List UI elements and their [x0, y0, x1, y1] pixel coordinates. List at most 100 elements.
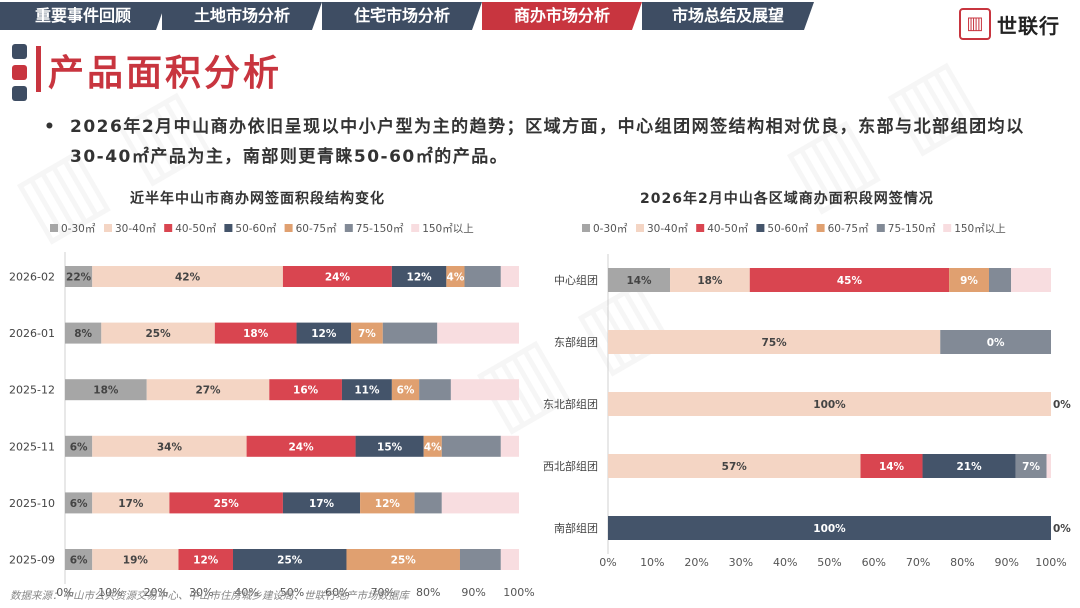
- bar-segment: [355, 435, 424, 457]
- bar-segment: [269, 379, 342, 401]
- x-tick-label: 30%: [189, 586, 213, 599]
- category-label: 中心组团: [554, 273, 598, 287]
- legend-label: 150㎡以上: [954, 223, 1006, 235]
- bar-segment: [282, 492, 361, 514]
- legend-swatch: [696, 224, 705, 232]
- data-label: 57%: [722, 461, 748, 473]
- bar-segment: [232, 549, 347, 570]
- data-label: 25%: [391, 555, 417, 567]
- legend-label: 150㎡以上: [422, 223, 474, 235]
- bar-segment: [922, 454, 1016, 478]
- legend-label: 0-30㎡: [593, 223, 628, 235]
- legend-swatch: [756, 224, 765, 232]
- data-label: 6%: [70, 498, 88, 510]
- legend-label: 60-75㎡: [296, 223, 338, 235]
- bar-segment: [860, 454, 923, 478]
- data-label: 18%: [243, 328, 269, 340]
- data-label: 0%: [987, 337, 1005, 349]
- x-tick-label: 30%: [729, 556, 753, 569]
- legend-swatch: [50, 224, 58, 232]
- x-tick-label: 100%: [1035, 556, 1066, 569]
- data-label: 14%: [626, 275, 652, 287]
- x-tick-label: 60%: [325, 586, 349, 599]
- x-tick-label: 20%: [684, 556, 708, 569]
- bar-segment: [441, 435, 501, 457]
- data-label: 34%: [157, 441, 183, 453]
- bar-segment: [940, 330, 1051, 354]
- category-label: 东部组团: [554, 335, 598, 349]
- data-label: 21%: [956, 461, 982, 473]
- square-icon: [12, 86, 27, 101]
- data-label: 12%: [193, 555, 219, 567]
- data-label: 12%: [311, 328, 337, 340]
- data-label: 100%: [813, 399, 846, 411]
- bar-segment: [92, 435, 247, 457]
- category-label: 2026-01: [9, 327, 55, 340]
- bar-segment: [92, 266, 283, 287]
- bar-segment: [749, 268, 950, 292]
- x-tick-label: 40%: [234, 586, 258, 599]
- bar-segment: [1011, 268, 1051, 292]
- legend-swatch: [582, 224, 590, 232]
- category-label: 2025-10: [9, 497, 55, 510]
- data-label: 75%: [762, 337, 788, 349]
- data-label: 17%: [309, 498, 335, 510]
- data-label: 24%: [325, 272, 351, 284]
- data-label: 25%: [145, 328, 171, 340]
- tab-land-market[interactable]: 土地市场分析: [162, 2, 322, 30]
- category-label: 东北部组团: [543, 397, 598, 411]
- x-tick-label: 90%: [994, 556, 1018, 569]
- x-tick-label: 50%: [280, 586, 304, 599]
- x-tick-label: 10%: [640, 556, 664, 569]
- tab-residential-market[interactable]: 住宅市场分析: [322, 2, 482, 30]
- bar-segment: [65, 549, 93, 570]
- bar-segment: [169, 492, 283, 514]
- x-tick-label: 40%: [773, 556, 797, 569]
- category-label: 2025-09: [9, 554, 55, 567]
- data-label: 4%: [447, 272, 465, 284]
- brand-mark-icon: ▥: [959, 8, 991, 40]
- data-label: 8%: [74, 328, 92, 340]
- bar-segment: [608, 516, 1051, 540]
- x-tick-label: 70%: [906, 556, 930, 569]
- category-label: 西北部组团: [543, 459, 598, 473]
- legend-swatch: [284, 224, 293, 232]
- bar-segment: [346, 549, 460, 570]
- data-label: 25%: [214, 498, 240, 510]
- bar-segment: [341, 379, 392, 401]
- bar-segment: [608, 268, 671, 292]
- decorative-squares: [12, 44, 28, 107]
- legend-swatch: [224, 224, 233, 232]
- bar-segment: [450, 379, 519, 401]
- legend-label: 0-30㎡: [61, 223, 96, 235]
- bar-segment: [92, 492, 170, 514]
- bar-segment: [178, 549, 233, 570]
- legend-swatch: [876, 224, 885, 232]
- bar-segment: [670, 268, 750, 292]
- bar-segment: [282, 266, 392, 287]
- x-tick-label: 100%: [503, 586, 534, 599]
- bar-segment: [446, 266, 465, 287]
- data-label: 45%: [837, 275, 863, 287]
- bar-segment: [360, 492, 415, 514]
- data-label: 18%: [697, 275, 723, 287]
- data-label: 42%: [175, 272, 201, 284]
- data-label: 6%: [397, 385, 415, 397]
- section-tabs: 重要事件回顾 土地市场分析 住宅市场分析 商办市场分析 市场总结及展望: [0, 0, 820, 32]
- bar-segment: [1046, 454, 1051, 478]
- legend-label: 30-40㎡: [115, 223, 157, 235]
- data-label: 0%: [1053, 399, 1071, 411]
- x-tick-label: 20%: [144, 586, 168, 599]
- category-label: 南部组团: [554, 521, 598, 535]
- legend-swatch: [636, 224, 644, 232]
- x-tick-label: 80%: [416, 586, 440, 599]
- tab-commercial-market[interactable]: 商办市场分析: [482, 2, 642, 30]
- tab-major-events[interactable]: 重要事件回顾: [0, 2, 166, 30]
- bar-segment: [65, 435, 93, 457]
- legend-label: 50-60㎡: [767, 223, 809, 235]
- bar-segment: [1015, 454, 1047, 478]
- x-tick-label: 0%: [56, 586, 73, 599]
- bar-segment: [608, 454, 861, 478]
- bar-segment: [441, 492, 519, 514]
- tab-summary-outlook[interactable]: 市场总结及展望: [642, 2, 814, 30]
